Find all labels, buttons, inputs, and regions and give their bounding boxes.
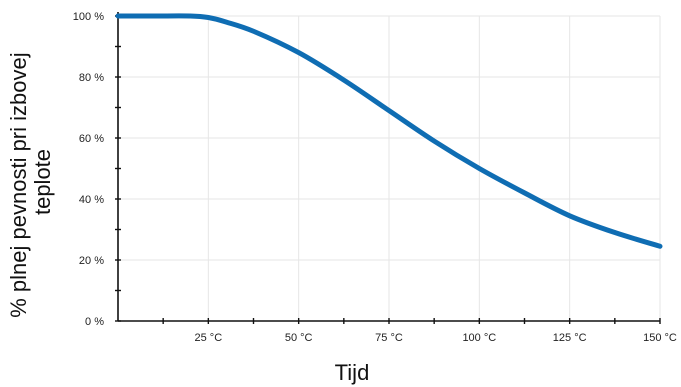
series-line (115, 13, 663, 249)
y-tick-label: 60 % (79, 133, 104, 145)
series (115, 13, 663, 249)
y-tick-label: 0 % (85, 316, 104, 328)
tick-labels: 25 °C 50 °C 75 °C 100 °C 125 °C 150 °C 0 % 20 %… (73, 11, 677, 344)
y-tick-label: 100 % (73, 11, 104, 23)
ticks (115, 15, 661, 324)
y-axis-title: % plnej pevnosti pri izbovej teplote (6, 46, 55, 318)
x-tick-label: 25 °C (195, 332, 223, 344)
grid (118, 15, 661, 322)
x-tick-label: 150 °C (643, 332, 677, 344)
x-tick-label: 100 °C (462, 332, 496, 344)
y-tick-label: 80 % (79, 72, 104, 84)
y-tick-label: 40 % (79, 194, 104, 206)
svg-text:% plnej pevnosti pri izbovej: % plnej pevnosti pri izbovej teplote (6, 46, 55, 318)
y-axis-title-line-1: % plnej pevnosti pri izbovej (6, 52, 31, 317)
x-tick-label: 125 °C (553, 332, 587, 344)
x-axis-title: Tijd (335, 360, 370, 385)
x-tick-label: 75 °C (375, 332, 403, 344)
y-tick-label: 20 % (79, 255, 104, 267)
x-tick-label: 50 °C (285, 332, 313, 344)
y-axis-title-line-2: teplote (30, 149, 55, 215)
